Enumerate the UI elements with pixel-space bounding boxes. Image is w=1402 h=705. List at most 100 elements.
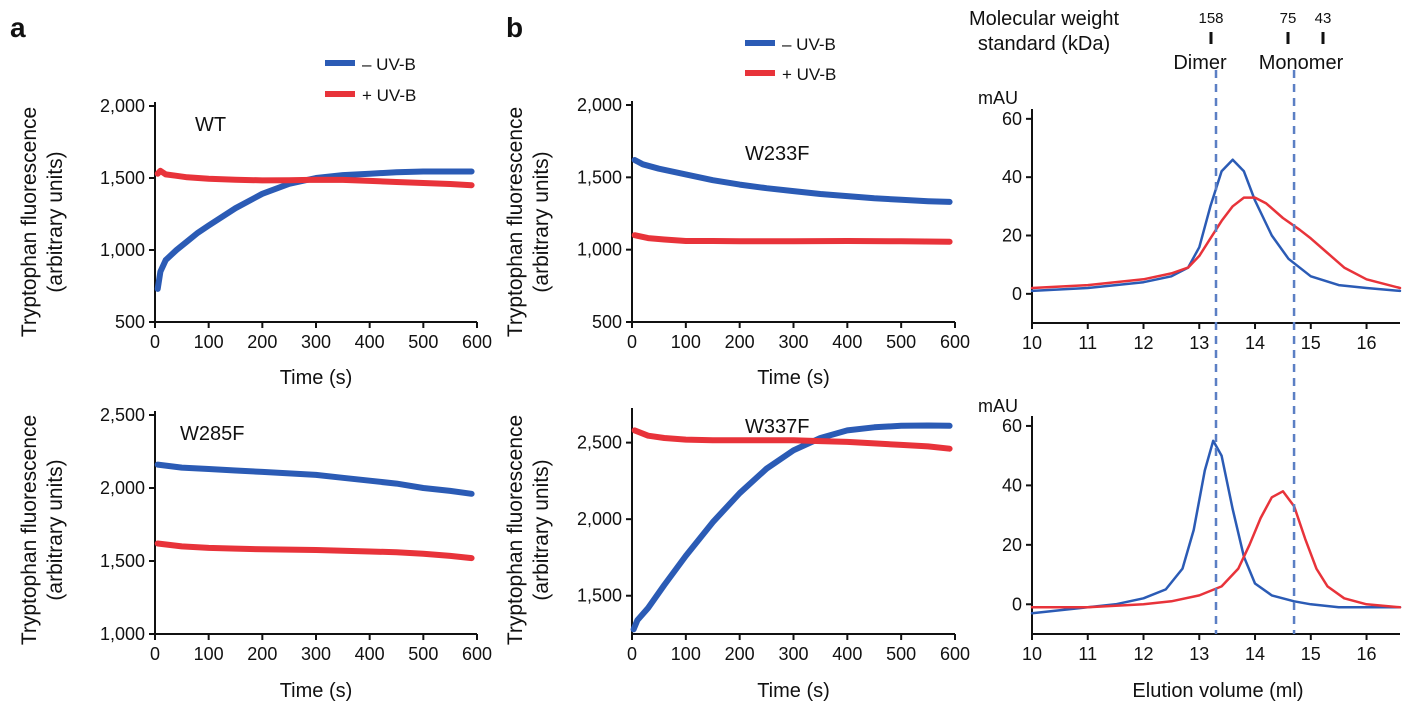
legend-label-minus: – UV-B (362, 55, 416, 74)
mau-label: mAU (978, 88, 1018, 108)
x-tick-label: 100 (194, 332, 224, 352)
x-tick-label: 600 (462, 332, 492, 352)
chart-w233f: 0 100 200 300 400 500 600 500 1,000 1,500 2,000 Tim… (577, 95, 970, 389)
x-tick-label: 400 (355, 644, 385, 664)
mw-value-158: 158 (1198, 10, 1223, 27)
ylabel-panel-b-top: Tryptophan fluorescence (arbitrary units… (504, 107, 553, 337)
legend-panel-b: – UV-B + UV-B (745, 35, 836, 84)
series-line-minus-uvb (1030, 158, 1402, 293)
x-tick-label: 14 (1245, 333, 1265, 353)
panel-letter-b: b (506, 12, 523, 43)
series-line-minus-uvb (631, 157, 953, 205)
x-tick-label: 300 (301, 332, 331, 352)
x-tick-label: 100 (671, 332, 701, 352)
x-axis-label: Time (s) (757, 680, 830, 702)
y-tick-label: 2,000 (100, 96, 145, 116)
chart-title: W337F (745, 416, 809, 438)
x-tick-label: 0 (627, 644, 637, 664)
x-tick-label: 500 (886, 332, 916, 352)
y-tick-label: 1,000 (100, 624, 145, 644)
y-tick-label: 40 (1002, 475, 1022, 495)
x-tick-label: 400 (355, 332, 385, 352)
series-line-plus-uvb (1030, 490, 1402, 609)
y-tick-label: 1,000 (100, 240, 145, 260)
charts-layer: 0 100 200 300 400 500 6005001,0001,5002,000Tim… (100, 70, 1402, 702)
chart-title: WT (195, 114, 226, 136)
x-tick-label: 13 (1189, 333, 1209, 353)
y-tick-label: 40 (1002, 167, 1022, 187)
x-tick-label: 200 (725, 644, 755, 664)
panel-letter-a: a (10, 12, 26, 43)
mw-title-line2: standard (kDa) (978, 33, 1110, 55)
ylabel-line1: Tryptophan fluorescence (504, 107, 527, 337)
x-tick-label: 14 (1245, 644, 1265, 664)
y-tick-label: 2,000 (577, 509, 622, 529)
x-tick-label: 600 (940, 332, 970, 352)
y-tick-label: 1,500 (577, 586, 622, 606)
x-tick-label: 200 (247, 332, 277, 352)
x-tick-label: 200 (247, 644, 277, 664)
y-tick-label: 0 (1012, 594, 1022, 614)
monomer-label: Monomer (1259, 52, 1344, 74)
chart-wt: 0 100 200 300 400 500 600 500 1,000 1,500 2,000 Tim… (100, 96, 492, 389)
x-tick-label: 0 (150, 332, 160, 352)
mw-title-line1: Molecular weight (969, 8, 1120, 30)
x-tick-label: 16 (1357, 644, 1377, 664)
series-line-plus-uvb (154, 540, 475, 562)
x-tick-label: 600 (462, 644, 492, 664)
y-tick-label: 500 (115, 312, 145, 332)
ylabel-panel-a-bottom: Tryptophan fluorescence (arbitrary units… (18, 415, 67, 645)
x-tick-label: 400 (832, 644, 862, 664)
chart-w285f: 0 100 200 300 400 500 600 1,000 1,500 2,000 2,500 T… (100, 405, 492, 702)
x-tick-label: 0 (627, 332, 637, 352)
x-tick-label: 400 (832, 332, 862, 352)
x-tick-label: 300 (778, 644, 808, 664)
x-tick-label: 13 (1189, 644, 1209, 664)
mw-value-75: 75 (1280, 10, 1297, 27)
series-line-plus-uvb (631, 427, 953, 452)
series-line-minus-uvb (154, 168, 475, 292)
ylabel-panel-b-bottom: Tryptophan fluorescence (arbitrary units… (504, 415, 553, 645)
y-tick-label: 2,500 (577, 433, 622, 453)
series-line-plus-uvb (1030, 196, 1402, 290)
ylabel-line1: Tryptophan fluorescence (504, 415, 527, 645)
y-tick-label: 2,500 (100, 405, 145, 425)
y-tick-label: 2,000 (577, 95, 622, 115)
x-tick-label: 0 (150, 644, 160, 664)
x-tick-label: 12 (1133, 644, 1153, 664)
x-axis-label: Time (s) (280, 680, 353, 702)
chart-title: W233F (745, 143, 809, 165)
ylabel-line1: Tryptophan fluorescence (18, 415, 41, 645)
x-tick-label: 100 (671, 644, 701, 664)
ylabel-line2: (arbitrary units) (530, 151, 553, 292)
y-tick-label: 1,500 (577, 167, 622, 187)
mw-value-43: 43 (1315, 10, 1332, 27)
x-tick-label: 300 (301, 644, 331, 664)
x-tick-label: 11 (1078, 333, 1097, 353)
x-tick-label: 600 (940, 644, 970, 664)
x-tick-label: 10 (1022, 333, 1042, 353)
x-tick-label: 10 (1022, 644, 1042, 664)
elution-xlabel: Elution volume (ml) (1132, 680, 1303, 702)
y-tick-label: 1,500 (100, 551, 145, 571)
x-tick-label: 100 (194, 644, 224, 664)
series-line-minus-uvb (630, 422, 953, 633)
mw-standard-header: Molecular weight standard (kDa) 158 75 4… (969, 8, 1344, 74)
y-tick-label: 1,500 (100, 168, 145, 188)
ylabel-line1: Tryptophan fluorescence (18, 107, 41, 337)
dimer-label: Dimer (1173, 52, 1227, 74)
y-tick-label: 1,000 (577, 240, 622, 260)
series-line-minus-uvb (1030, 439, 1402, 615)
series-line-plus-uvb (631, 232, 953, 245)
x-tick-label: 11 (1078, 644, 1097, 664)
y-tick-label: 20 (1002, 535, 1022, 555)
y-tick-label: 60 (1002, 416, 1022, 436)
x-tick-label: 15 (1301, 644, 1321, 664)
x-axis-label: Time (s) (280, 367, 353, 389)
x-tick-label: 300 (778, 332, 808, 352)
legend-label-minus: – UV-B (782, 35, 836, 54)
y-tick-label: 500 (592, 312, 622, 332)
x-tick-label: 500 (886, 644, 916, 664)
